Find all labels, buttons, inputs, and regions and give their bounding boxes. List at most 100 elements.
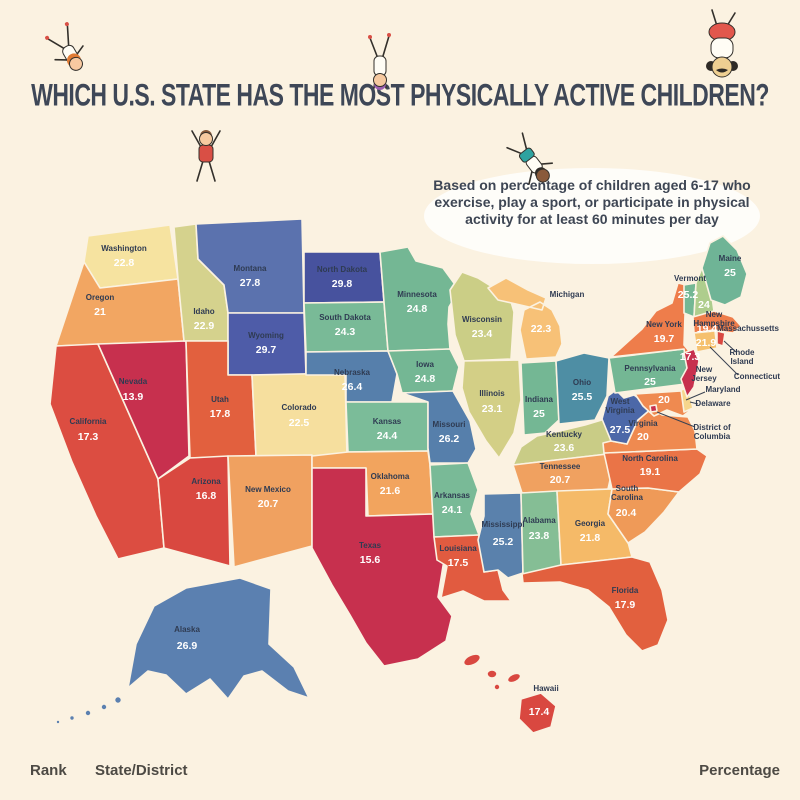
state-name-kansas: Kansas (373, 417, 402, 426)
state-shape-arkansas (429, 462, 480, 538)
state-value-ohio: 25.5 (572, 391, 593, 403)
state-district-column-header: State/District (95, 762, 188, 779)
alaska-island (55, 719, 61, 725)
state-value-south-carolina: 20.4 (616, 507, 637, 519)
state-shape-nevada (97, 340, 190, 480)
handstand-kid-icon (368, 33, 391, 90)
state-value-wisconsin: 23.4 (472, 328, 493, 340)
state-value-mississippi: 25.2 (493, 536, 514, 548)
state-name-alabama: Alabama (522, 516, 556, 525)
state-value-texas: 15.6 (360, 554, 381, 566)
state-name-oklahoma: Oklahoma (371, 472, 410, 481)
state-value-north-dakota: 29.8 (332, 278, 353, 290)
jumping-kid-icon (191, 130, 221, 182)
state-value-oregon: 21 (94, 306, 106, 318)
state-value-illinois: 23.1 (482, 403, 503, 415)
state-name-maryland: Maryland (705, 385, 740, 394)
state-value-massachusetts: 19.4 (697, 323, 718, 335)
state-value-new-hampshire: 24 (698, 299, 710, 311)
state-name-montana: Montana (234, 264, 267, 273)
state-name-minnesota: Minnesota (397, 290, 437, 299)
state-value-north-carolina: 19.1 (640, 466, 661, 478)
alaska-island (100, 703, 108, 711)
subtitle-text: Based on percentage of children aged 6-1… (433, 177, 751, 227)
state-name-california: California (70, 417, 107, 426)
cartwheel-kid-icon (45, 22, 84, 71)
state-name-virginia: Virginia (628, 419, 658, 428)
state-name-south-carolina: South Carolina (611, 484, 644, 502)
state-name-oregon: Oregon (86, 293, 115, 302)
state-name-florida: Florida (612, 586, 639, 595)
state-value-maine: 25 (724, 267, 736, 279)
state-value-alabama: 23.8 (529, 530, 550, 542)
state-name-indiana: Indiana (525, 395, 554, 404)
state-shape-rhode-island (716, 330, 726, 347)
maryland-leader-line (685, 391, 706, 401)
state-value-kansas: 24.4 (377, 430, 398, 442)
state-name-utah: Utah (211, 395, 229, 404)
state-value-california: 17.3 (78, 431, 99, 443)
state-value-alaska: 26.9 (177, 640, 198, 652)
state-name-iowa: Iowa (416, 360, 434, 369)
state-value-louisiana: 17.5 (448, 557, 469, 569)
state-shape-maine (701, 235, 748, 306)
alaska-island (113, 695, 123, 705)
hawaii-island (462, 653, 482, 667)
state-name-delaware: Delaware (695, 399, 731, 408)
state-value-connecticut: 21.9 (696, 337, 717, 349)
state-name-new-mexico: New Mexico (245, 485, 291, 494)
state-name-vermont: Vermont (674, 274, 706, 283)
table-header-row: Rank State/District Percentage (0, 762, 800, 800)
upside-down-kid-icon (706, 9, 738, 78)
state-name-west-virginia: West Virginia (605, 397, 635, 415)
state-value-hawaii: 17.4 (529, 706, 550, 718)
state-shape-north-carolina (603, 448, 708, 493)
state-value-iowa: 24.8 (415, 373, 436, 385)
tumbling-kid-icon (506, 132, 554, 185)
state-name-north-carolina: North Carolina (622, 454, 678, 463)
state-value-vermont: 25.2 (678, 289, 699, 301)
state-name-north-dakota: North Dakota (317, 265, 368, 274)
rhode-island-leader-line (723, 340, 737, 353)
state-name-rhode-island: Rhode Island (730, 348, 755, 366)
hawaii-island (486, 669, 498, 679)
state-value-michigan: 22.3 (531, 323, 552, 335)
state-value-missouri: 26.2 (439, 433, 460, 445)
state-name-nevada: Nevada (119, 377, 148, 386)
state-name-georgia: Georgia (575, 519, 606, 528)
state-shape-new-mexico (227, 454, 313, 568)
hawaii-island (493, 683, 501, 691)
state-value-idaho: 22.9 (194, 320, 215, 332)
state-value-wyoming: 29.7 (256, 344, 277, 356)
state-name-illinois: Illinois (479, 389, 505, 398)
state-name-new-york: New York (646, 320, 682, 329)
state-name-new-hampshire: New Hampshire (693, 310, 735, 328)
state-shape-new-jersey (680, 348, 700, 398)
state-name-pennsylvania: Pennsylvania (624, 364, 676, 373)
state-shape-ohio (555, 352, 610, 425)
state-shape-texas (311, 467, 453, 667)
district-of-columbia-leader-line (656, 411, 696, 428)
state-value-south-dakota: 24.3 (335, 326, 356, 338)
state-shape-hawaii (518, 692, 557, 734)
hawaii-island (506, 672, 522, 684)
state-name-new-jersey: New Jersey (691, 365, 717, 383)
state-shape-florida (521, 556, 669, 652)
state-value-indiana: 25 (533, 408, 545, 420)
state-name-maine: Maine (719, 254, 742, 263)
state-shape-indiana (520, 360, 560, 436)
state-shape-iowa (387, 348, 460, 394)
state-shape-illinois (461, 359, 522, 459)
state-value-pennsylvania: 25 (644, 376, 656, 388)
state-name-wisconsin: Wisconsin (462, 315, 502, 324)
state-name-colorado: Colorado (281, 403, 316, 412)
state-value-arizona: 16.8 (196, 490, 217, 502)
state-value-minnesota: 24.8 (407, 303, 428, 315)
state-name-michigan: Michigan (550, 290, 585, 299)
state-value-montana: 27.8 (240, 277, 261, 289)
state-value-virginia: 20 (637, 431, 649, 443)
state-value-west-virginia: 27.5 (610, 424, 631, 436)
state-shape-alaska (127, 577, 310, 700)
state-name-wyoming: Wyoming (248, 331, 284, 340)
